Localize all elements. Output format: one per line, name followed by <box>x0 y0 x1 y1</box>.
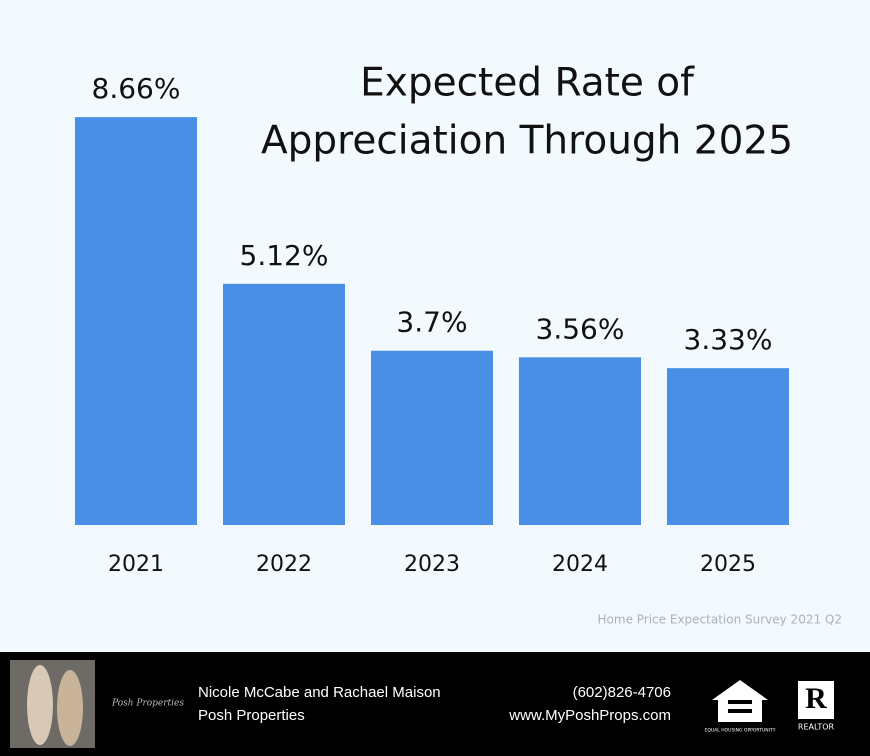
chart-title: Appreciation Through 2025 <box>261 119 793 164</box>
website: www.MyPoshProps.com <box>508 707 671 724</box>
value-label: 3.33% <box>684 323 773 356</box>
bar <box>667 368 789 525</box>
logo-text: Posh Properties <box>111 699 184 709</box>
phone: (602)826-4706 <box>573 684 671 701</box>
x-tick-label: 2021 <box>108 552 164 577</box>
x-tick-label: 2025 <box>700 552 756 577</box>
housing-icon-bar <box>728 700 752 704</box>
bar <box>519 357 641 525</box>
housing-text: EQUAL HOUSING OPPORTUNITY <box>705 728 776 734</box>
bar <box>371 350 493 525</box>
x-tick-label: 2024 <box>552 552 608 577</box>
agent-photo-figure <box>27 665 53 745</box>
housing-icon-bar <box>728 709 752 713</box>
chart-title: Expected Rate of <box>360 61 695 106</box>
bar <box>223 283 345 525</box>
x-tick-label: 2022 <box>256 552 312 577</box>
value-label: 8.66% <box>92 72 181 105</box>
bar <box>75 117 197 525</box>
source-note: Home Price Expectation Survey 2021 Q2 <box>598 613 842 627</box>
realtor-text: REALTOR <box>798 723 835 732</box>
agent-photo-figure <box>57 670 83 746</box>
value-label: 3.56% <box>536 312 625 345</box>
value-label: 5.12% <box>240 239 329 272</box>
x-tick-label: 2023 <box>404 552 460 577</box>
company: Posh Properties <box>198 707 305 724</box>
realtor-letter: R <box>805 682 827 715</box>
value-label: 3.7% <box>396 306 467 339</box>
agent-names: Nicole McCabe and Rachael Maison <box>198 684 441 701</box>
realtor-icon <box>798 681 834 719</box>
